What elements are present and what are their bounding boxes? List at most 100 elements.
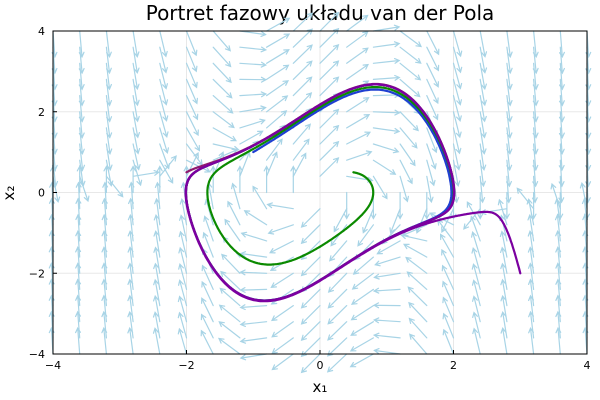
field-arrow [132,127,141,155]
field-arrow [319,11,340,32]
x-tick-label: 4 [584,359,591,372]
field-arrow [153,213,161,242]
field-arrow [300,240,321,261]
field-arrow [373,348,401,355]
field-arrow [497,198,508,226]
y-axis-label: x₂ [0,186,18,201]
field-arrow [266,49,290,64]
field-arrow [506,62,513,91]
field-arrow [506,30,513,59]
field-arrow [185,111,199,137]
field-arrow [132,46,140,75]
field-arrow [426,159,436,187]
field-arrow [300,288,321,309]
field-arrow [239,76,268,83]
field-arrow [239,251,268,258]
field-arrow [239,321,268,327]
field-arrow [343,191,350,220]
field-arrow [292,76,313,97]
field-arrow [239,61,268,68]
field-arrow [152,311,161,339]
field-arrow [531,175,538,204]
field-arrow [372,287,401,294]
field-arrow [426,175,434,204]
field-arrow [78,127,85,156]
field-arrow [372,332,401,339]
field-arrow [266,138,283,161]
field-arrow [516,187,535,210]
field-arrow [201,280,214,307]
field-arrow [263,165,270,194]
field-arrow [399,175,409,203]
field-arrow [239,118,266,129]
field-arrow [159,127,169,154]
field-arrow [319,124,340,145]
field-arrow [452,95,462,123]
field-arrow [239,337,268,344]
field-arrow [407,286,428,307]
field-arrow [319,140,340,161]
field-arrow [271,353,294,371]
field-arrow [506,46,513,75]
field-arrow [558,159,565,188]
field-arrow [203,215,214,242]
field-arrow [266,110,288,129]
field-arrow [292,123,312,145]
field-arrow [271,321,294,338]
y-tick-label: −4 [29,348,45,361]
field-arrow [415,208,428,234]
field-arrow [105,62,112,91]
y-tick-label: 4 [38,25,45,38]
x-tick-label: 2 [450,359,457,372]
field-arrow [408,317,428,339]
field-arrow [452,46,463,74]
field-arrow [266,202,294,210]
field-arrow [239,91,268,98]
field-arrow [153,262,161,290]
field-arrow [105,30,112,59]
field-arrow [300,337,321,358]
field-arrow [477,191,484,220]
chart-title: Portret fazowy układu van der Pola [146,1,495,25]
y-tick-label: 2 [38,106,45,119]
field-arrow [292,60,313,80]
field-arrow [266,17,291,32]
field-arrow [266,95,289,113]
field-arrow [479,143,487,172]
field-arrow [178,262,188,290]
field-arrow [503,191,510,220]
field-arrow [442,328,455,355]
field-arrow [423,191,430,220]
field-arrow [239,304,268,311]
field-arrow [185,159,211,173]
field-arrow [326,353,348,373]
field-arrow [78,111,85,139]
field-arrow [372,302,401,309]
field-arrow [479,78,487,107]
field-arrow [239,46,268,53]
field-arrow [270,272,294,288]
field-arrow [266,33,291,48]
field-arrow [79,159,86,188]
field-arrow [200,329,214,355]
field-arrow [300,353,321,374]
field-arrow [372,24,401,32]
x-axis-label: x₁ [313,378,328,396]
field-arrow [397,191,404,220]
field-arrow [452,78,462,106]
field-arrow [376,240,401,255]
field-arrow [349,337,374,352]
field-arrow [185,46,198,73]
field-arrow [452,30,463,58]
y-axis: −4 −2 0 2 4 [29,25,57,361]
field-arrow [210,165,217,194]
field-arrow [373,272,401,280]
field-arrow [239,130,264,145]
field-arrow [159,30,168,58]
field-arrow [252,185,268,210]
field-arrow [399,143,416,167]
field-arrow [300,208,321,228]
field-arrow [132,159,143,187]
field-arrow [505,175,512,204]
field-arrow [227,200,241,226]
